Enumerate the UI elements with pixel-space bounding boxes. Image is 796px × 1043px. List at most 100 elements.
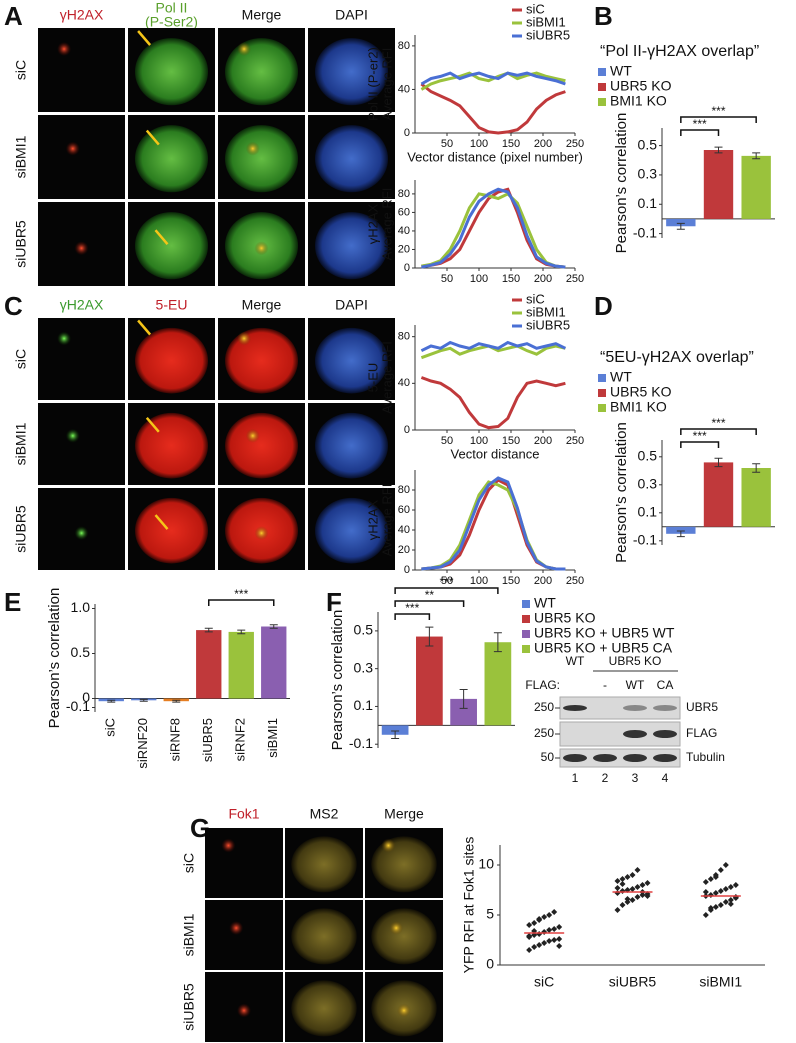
focus: [74, 241, 89, 256]
x-tick-label: siC: [534, 974, 554, 990]
legend-swatch: [598, 83, 606, 91]
y-tick-label: 80: [398, 188, 410, 200]
x-tick-label: 200: [534, 435, 552, 447]
nucleus: [371, 908, 437, 965]
nucleus: [314, 412, 389, 479]
y-tick-label: 0: [404, 127, 410, 139]
arrow: [145, 416, 160, 433]
wb-lane: 3: [632, 771, 639, 785]
focus: [229, 921, 244, 935]
legend-swatch: [598, 68, 606, 76]
error-bar: [493, 632, 502, 653]
significance-label: ***: [405, 601, 419, 615]
legend-label: siC: [526, 291, 545, 306]
micrograph: [205, 900, 283, 970]
arrow: [154, 514, 169, 530]
y-tick-label: -0.1: [349, 735, 373, 751]
x-tick-label: 150: [502, 435, 520, 447]
legend-label: UBR5 KO: [610, 78, 672, 94]
y-axis-label: 5-EU: [365, 363, 380, 393]
x-tick-label: 100: [470, 435, 488, 447]
y-tick-label: 0: [82, 689, 90, 705]
column-header: 5-EU: [156, 297, 188, 313]
legend-label: UBR5 KO: [610, 384, 672, 400]
column-header: Merge: [242, 297, 282, 313]
row-label: siC: [13, 349, 29, 369]
series-line: [420, 376, 566, 430]
focus: [381, 838, 396, 853]
y-tick-label: 5: [486, 906, 494, 922]
series-line: [421, 478, 566, 571]
x-tick-label: siRNF8: [168, 718, 183, 761]
error-bar: [425, 626, 434, 647]
series-line: [420, 71, 566, 86]
nucleus: [134, 497, 209, 564]
y-tick-label: 60: [398, 504, 410, 516]
significance-label: ***: [234, 587, 248, 601]
y-axis-label: Pearson’s correlation: [613, 113, 630, 254]
x-tick-label: 150: [502, 273, 520, 285]
y-tick-label: 40: [398, 524, 410, 536]
significance-bracket: [680, 441, 720, 448]
significance-label: **: [425, 588, 435, 602]
data-point: [546, 927, 553, 933]
data-point: [727, 884, 734, 890]
band: [623, 705, 647, 711]
x-tick-label: 250: [566, 575, 584, 587]
nucleus: [134, 38, 209, 106]
data-point: [531, 944, 538, 950]
nucleus: [134, 412, 209, 479]
bar: [484, 642, 512, 726]
focus: [74, 526, 89, 541]
band: [653, 705, 677, 711]
y-tick-label: 0: [404, 424, 410, 436]
nucleus: [314, 497, 389, 564]
x-tick-label: 250: [566, 273, 584, 285]
column-header: DAPI: [335, 7, 368, 23]
data-point: [702, 879, 709, 885]
wb-lane: 4: [662, 771, 669, 785]
data-point: [619, 881, 626, 887]
row-label: siUBR5: [13, 220, 29, 268]
wb-lane: 1: [572, 771, 579, 785]
nucleus: [291, 908, 357, 965]
data-point: [707, 905, 714, 911]
data-point: [624, 896, 631, 902]
data-point: [644, 880, 651, 886]
nucleus: [134, 212, 209, 280]
x-tick-label: siRNF2: [233, 718, 248, 761]
wb-lane-flag: -: [603, 678, 607, 692]
column-header: DAPI: [335, 297, 368, 313]
column-header: γH2AX: [60, 7, 104, 23]
data-point: [732, 882, 739, 888]
nucleus: [291, 980, 357, 1037]
nucleus: [314, 327, 389, 394]
band: [653, 754, 677, 762]
error-bar: [459, 688, 468, 709]
column-header: Merge: [384, 806, 424, 822]
wb-band-label: FLAG: [686, 726, 717, 740]
x-tick-label: 100: [470, 273, 488, 285]
legend-swatch: [522, 615, 530, 623]
legend-label: siBMI1: [526, 304, 566, 319]
column-header: Fok1: [228, 806, 259, 822]
data-point: [526, 947, 533, 953]
y-tick-label: 0.3: [638, 166, 658, 182]
significance-bracket: [680, 116, 757, 123]
y-tick-label: -0.1: [633, 532, 657, 548]
data-point: [629, 886, 636, 892]
bar: [666, 526, 696, 534]
y-tick-label: 0.5: [638, 136, 658, 152]
nucleus: [291, 836, 357, 893]
significance-bracket: [680, 129, 720, 136]
micrograph: [38, 318, 125, 400]
micrograph: [205, 828, 283, 898]
row-label: siC: [181, 853, 197, 873]
data-point: [546, 938, 553, 944]
bar: [741, 468, 771, 527]
bar: [228, 631, 254, 699]
data-point: [712, 874, 719, 880]
data-point: [526, 922, 533, 928]
focus: [237, 1003, 251, 1018]
chart-title: “Pol II-γH2AX overlap”: [600, 43, 759, 60]
